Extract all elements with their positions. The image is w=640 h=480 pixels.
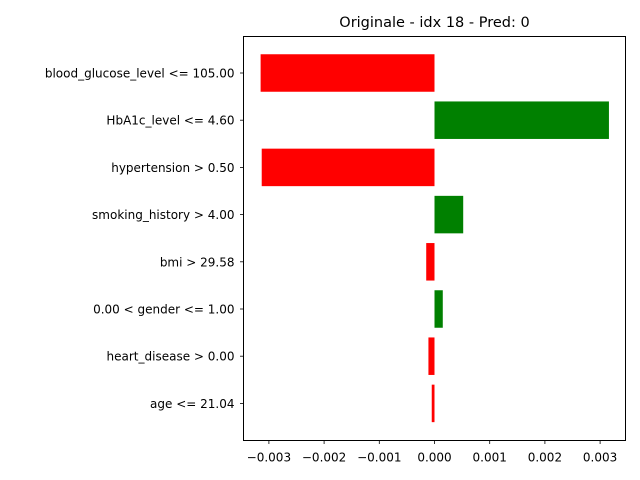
bars-group — [260, 54, 609, 423]
y-tick-label: bmi > 29.58 — [160, 255, 235, 269]
bar-4 — [426, 243, 435, 281]
x-tick-label: 0.000 — [417, 451, 451, 465]
y-tick-label: age <= 21.04 — [150, 397, 234, 411]
bar-7 — [431, 384, 435, 423]
chart-title: Originale - idx 18 - Pred: 0 — [339, 15, 529, 31]
x-tick-label: −0.002 — [302, 451, 346, 465]
bar-6 — [428, 337, 435, 375]
x-axis-ticks: −0.003 −0.002 −0.001 0.000 0.001 0.002 0.003 — [247, 440, 617, 465]
y-tick-label: heart_disease > 0.00 — [107, 350, 235, 364]
y-axis-ticks: blood_glucose_level <= 105.00 HbA1c_level… — [45, 67, 244, 411]
bar-2 — [261, 148, 435, 187]
x-tick-label: 0.002 — [528, 451, 562, 465]
plot-frame — [243, 36, 626, 441]
y-tick-label: HbA1c_level <= 4.60 — [106, 114, 234, 128]
bar-5 — [434, 290, 443, 328]
x-tick-label: −0.003 — [247, 451, 291, 465]
y-tick-label: blood_glucose_level <= 105.00 — [45, 67, 235, 81]
x-tick-label: 0.001 — [473, 451, 507, 465]
y-tick-label: hypertension > 0.50 — [111, 161, 234, 175]
x-tick-label: −0.001 — [357, 451, 401, 465]
y-tick-label: smoking_history > 4.00 — [92, 208, 234, 222]
x-tick-label: 0.003 — [583, 451, 617, 465]
bar-1 — [434, 101, 609, 139]
y-tick-label: 0.00 < gender <= 1.00 — [93, 303, 234, 317]
bar-0 — [260, 54, 435, 92]
bar-3 — [434, 195, 464, 234]
